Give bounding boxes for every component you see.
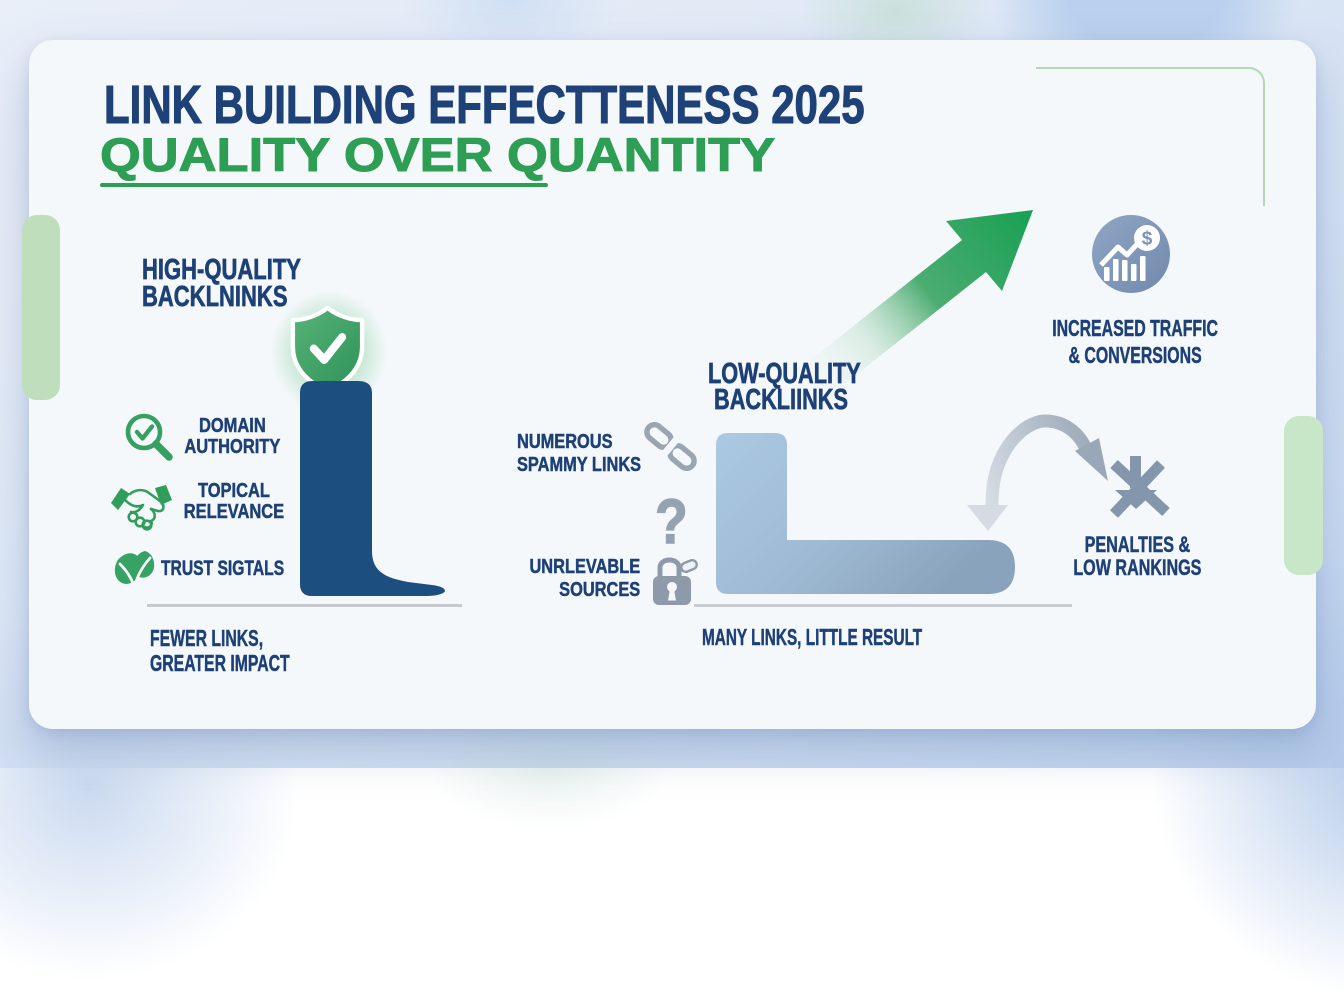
svg-text:$: $ [1142, 229, 1153, 250]
